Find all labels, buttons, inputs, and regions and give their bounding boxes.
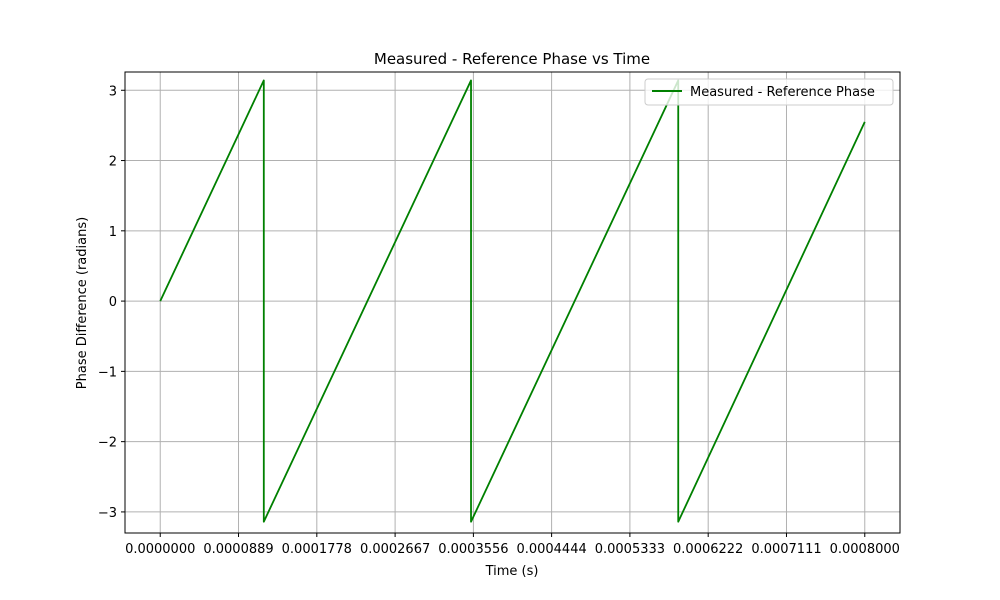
y-tick-label: −1 — [98, 365, 117, 380]
x-tick-label: 0.0003556 — [438, 542, 508, 557]
legend-box — [644, 78, 894, 106]
x-tick-label: 0.0004444 — [516, 542, 586, 557]
y-axis: −3 −2 −1 0 1 2 3 — [98, 84, 125, 521]
x-tick-label: 0.0008000 — [830, 542, 900, 557]
y-tick-label: 2 — [109, 155, 117, 170]
x-tick-label: 0.0000000 — [125, 542, 195, 557]
legend-label: Measured - Reference Phase — [690, 85, 875, 100]
series-line-0 — [159, 79, 866, 523]
x-tick-label: 0.0002667 — [360, 542, 430, 557]
x-axis: 0.0000000 0.0000889 0.0001778 0.0002667 0.00… — [125, 533, 900, 557]
series-layer — [159, 79, 866, 523]
legend: Measured - Reference Phase — [644, 78, 894, 106]
y-tick-label: −3 — [98, 506, 117, 521]
x-tick-label: 0.0000889 — [203, 542, 273, 557]
chart-title: Measured - Reference Phase vs Time — [374, 50, 650, 68]
x-tick-label: 0.0005333 — [595, 542, 665, 557]
x-axis-title: Time (s) — [485, 564, 539, 579]
x-tick-label: 0.0006222 — [673, 542, 743, 557]
y-tick-label: 1 — [109, 225, 117, 240]
plot-frame — [124, 71, 901, 534]
y-tick-label: 0 — [109, 295, 117, 310]
y-tick-label: −2 — [98, 436, 117, 451]
x-tick-label: 0.0007111 — [751, 542, 821, 557]
grid — [125, 72, 900, 533]
x-tick-label: 0.0001778 — [282, 542, 352, 557]
y-tick-label: 3 — [109, 84, 117, 99]
y-axis-title: Phase Difference (radians) — [75, 217, 90, 389]
